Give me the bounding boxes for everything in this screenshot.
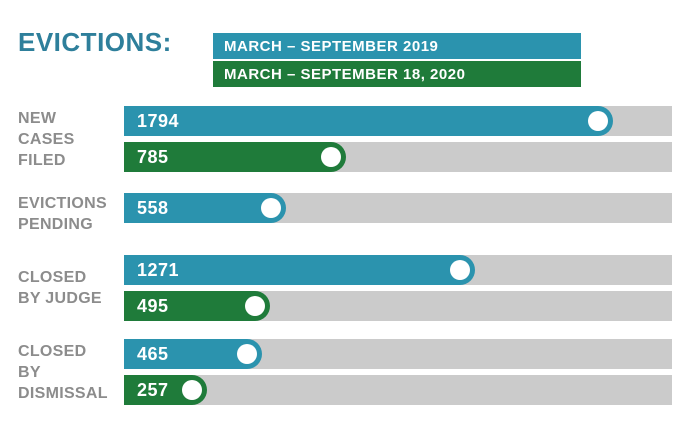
bar-value-label: 465 <box>137 343 169 364</box>
bar-track: 1271 <box>124 255 672 285</box>
bar-end-circle-marker <box>588 111 608 131</box>
bar-2019-new-cases-filed: 1794 <box>124 106 613 136</box>
category-label-closed-by-judge: CLOSED BY JUDGE <box>18 255 124 321</box>
legend-item-2019: MARCH – SEPTEMBER 2019 <box>213 33 581 59</box>
bar-end-circle-marker <box>245 296 265 316</box>
category-label-line: DISMISSAL <box>18 384 108 402</box>
category-label-line: PENDING <box>18 216 93 233</box>
bar-stack: 558 <box>124 193 672 235</box>
bar-chart: NEW CASES FILED 1794 785 EVICTIONS PENDING 558 C… <box>18 106 672 405</box>
legend: MARCH – SEPTEMBER 2019 MARCH – SEPTEMBER… <box>213 33 581 87</box>
chart-title: EVICTIONS: <box>18 27 172 57</box>
bar-track: 558 <box>124 193 672 223</box>
category-label-line: CLOSED <box>18 342 87 360</box>
category-label-new-cases-filed: NEW CASES FILED <box>18 106 124 172</box>
bar-value-label: 785 <box>137 146 169 167</box>
bar-track: 1794 <box>124 106 672 136</box>
bar-stack: 1794 785 <box>124 106 672 172</box>
bar-2020-closed-by-dismissal: 257 <box>124 375 207 405</box>
bar-value-label: 1271 <box>137 259 180 280</box>
category-label-evictions-pending: EVICTIONS PENDING <box>18 193 124 235</box>
bar-2019-evictions-pending: 558 <box>124 193 286 223</box>
legend-item-2020: MARCH – SEPTEMBER 18, 2020 <box>213 61 581 87</box>
bar-value-label: 257 <box>137 379 169 400</box>
category-label-line: BY JUDGE <box>18 290 102 307</box>
chart-group-new-cases-filed: NEW CASES FILED 1794 785 <box>18 106 672 172</box>
bar-track: 495 <box>124 291 672 321</box>
bar-stack: 1271 495 <box>124 255 672 321</box>
bar-end-circle-marker <box>261 198 281 218</box>
bar-2019-closed-by-judge: 1271 <box>124 255 475 285</box>
chart-group-evictions-pending: EVICTIONS PENDING 558 <box>18 193 672 235</box>
legend-label-2020: MARCH – SEPTEMBER 18, 2020 <box>224 65 466 83</box>
bar-stack: 465 257 <box>124 339 672 405</box>
chart-group-closed-by-judge: CLOSED BY JUDGE 1271 495 <box>18 255 672 321</box>
bar-value-label: 495 <box>137 295 169 316</box>
category-label-line: BY <box>18 363 41 381</box>
legend-label-2019: MARCH – SEPTEMBER 2019 <box>224 37 439 55</box>
bar-end-circle-marker <box>321 147 341 167</box>
category-label-closed-by-dismissal: CLOSED BY DISMISSAL <box>18 339 124 405</box>
category-label-line: EVICTIONS <box>18 195 107 212</box>
bar-2020-new-cases-filed: 785 <box>124 142 346 172</box>
bar-end-circle-marker <box>450 260 470 280</box>
category-label-line: NEW <box>18 109 57 127</box>
bar-end-circle-marker <box>237 344 257 364</box>
category-label-line: FILED <box>18 151 66 169</box>
bar-track: 465 <box>124 339 672 369</box>
bar-2019-closed-by-dismissal: 465 <box>124 339 262 369</box>
category-label-line: CASES <box>18 130 75 148</box>
bar-track: 257 <box>124 375 672 405</box>
bar-track: 785 <box>124 142 672 172</box>
category-label-line: CLOSED <box>18 269 87 286</box>
bar-value-label: 1794 <box>137 110 180 131</box>
chart-group-closed-by-dismissal: CLOSED BY DISMISSAL 465 257 <box>18 339 672 405</box>
bar-2020-closed-by-judge: 495 <box>124 291 270 321</box>
bar-value-label: 558 <box>137 197 169 218</box>
bar-end-circle-marker <box>182 380 202 400</box>
